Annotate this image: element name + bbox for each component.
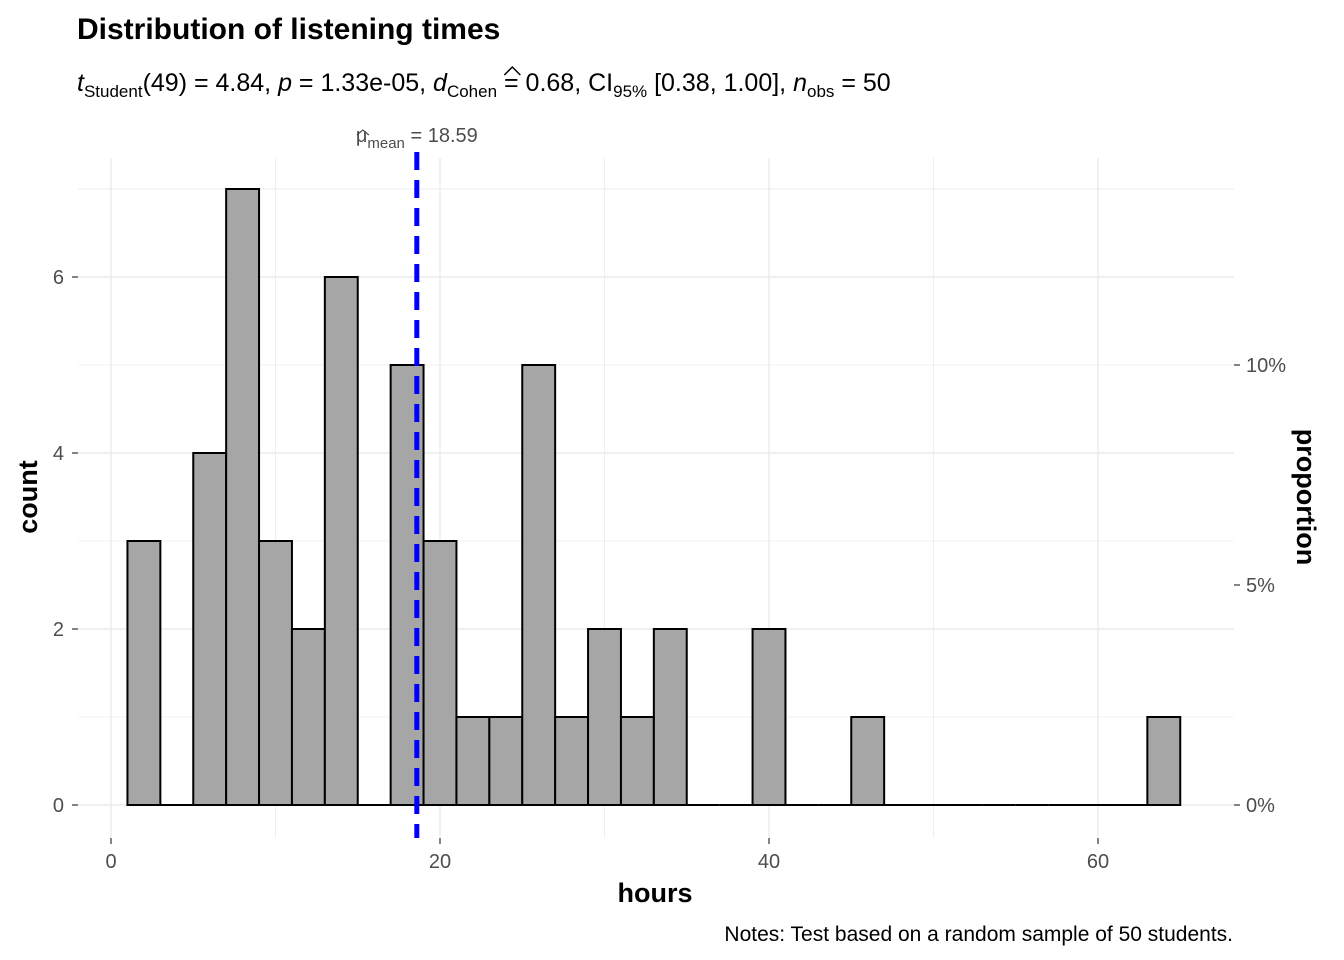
x-tick-label: 60 xyxy=(1087,851,1109,873)
histogram-bar xyxy=(323,276,359,806)
histogram-bar xyxy=(192,452,228,806)
chart-subtitle: tStudent(49) = 4.84, p = 1.33e-05, dCohe… xyxy=(77,65,891,101)
histogram-bar xyxy=(422,540,458,806)
d-subscript: Cohen xyxy=(447,82,497,101)
t-symbol: t xyxy=(77,69,85,97)
x-tick-label: 40 xyxy=(758,851,780,873)
histogram-bar xyxy=(488,716,524,806)
y2-axis-ticks: 0% 5% 10% xyxy=(1234,355,1286,817)
x-tick-label: 20 xyxy=(429,851,451,873)
svg-text:tStudent(49) = 4.84, p = 1.33e: tStudent(49) = 4.84, p = 1.33e-05, dCohe… xyxy=(77,69,891,101)
ci-subscript: 95% xyxy=(613,82,647,101)
y-axis-ticks: 0 2 4 6 xyxy=(53,267,78,817)
histogram-bar xyxy=(126,540,162,806)
chart-caption: Notes: Test based on a random sample of … xyxy=(724,923,1233,946)
histogram-bar xyxy=(290,628,326,806)
d-symbol: d xyxy=(433,69,448,97)
y2-tick-label: 0% xyxy=(1246,795,1275,817)
mu-hat-accent xyxy=(356,129,370,136)
y2-tick-label: 5% xyxy=(1246,575,1275,597)
mean-value: = 18.59 xyxy=(405,125,478,147)
y-tick-label: 4 xyxy=(53,443,64,465)
mean-subscript: mean xyxy=(367,135,405,152)
y-tick-label: 0 xyxy=(53,795,64,817)
y-tick-label: 6 xyxy=(53,267,64,289)
n-value: = 50 xyxy=(834,69,890,97)
mean-symbol: μ xyxy=(356,125,368,147)
histogram-bar xyxy=(258,540,293,806)
histogram-bar xyxy=(587,628,622,806)
y-axis-label: count xyxy=(13,460,43,534)
histogram-bar xyxy=(455,716,491,806)
y-tick-label: 2 xyxy=(53,619,64,641)
n-subscript: obs xyxy=(807,82,834,101)
histogram-bar xyxy=(652,628,688,806)
histogram-bar xyxy=(751,628,787,806)
n-symbol: n xyxy=(793,69,807,97)
df-value: (49) = 4.84, xyxy=(143,69,279,97)
p-value: = 1.33e-05, xyxy=(292,69,433,97)
histogram-bar xyxy=(521,364,557,806)
svg-text:μmean = 18.59: μmean = 18.59 xyxy=(356,125,478,152)
t-subscript: Student xyxy=(84,82,143,101)
bars xyxy=(126,188,1182,806)
histogram-bar xyxy=(225,188,261,806)
x-axis-label: hours xyxy=(617,878,692,908)
ci-value: [0.38, 1.00], xyxy=(647,69,793,97)
histogram-bar xyxy=(619,716,655,806)
y2-tick-label: 10% xyxy=(1246,355,1286,377)
d-value: = 0.68, CI xyxy=(497,69,613,97)
mean-label: μmean = 18.59 xyxy=(356,125,478,152)
y2-axis-label: proportion xyxy=(1291,429,1321,565)
histogram-bar xyxy=(850,716,886,806)
p-symbol: p xyxy=(277,69,292,97)
chart-title: Distribution of listening times xyxy=(77,13,500,46)
histogram-bar xyxy=(1146,716,1182,806)
histogram-bar xyxy=(554,716,590,806)
d-hat-accent xyxy=(503,65,521,76)
x-tick-label: 0 xyxy=(105,851,116,873)
x-axis-ticks: 0 20 40 60 xyxy=(105,838,1109,873)
